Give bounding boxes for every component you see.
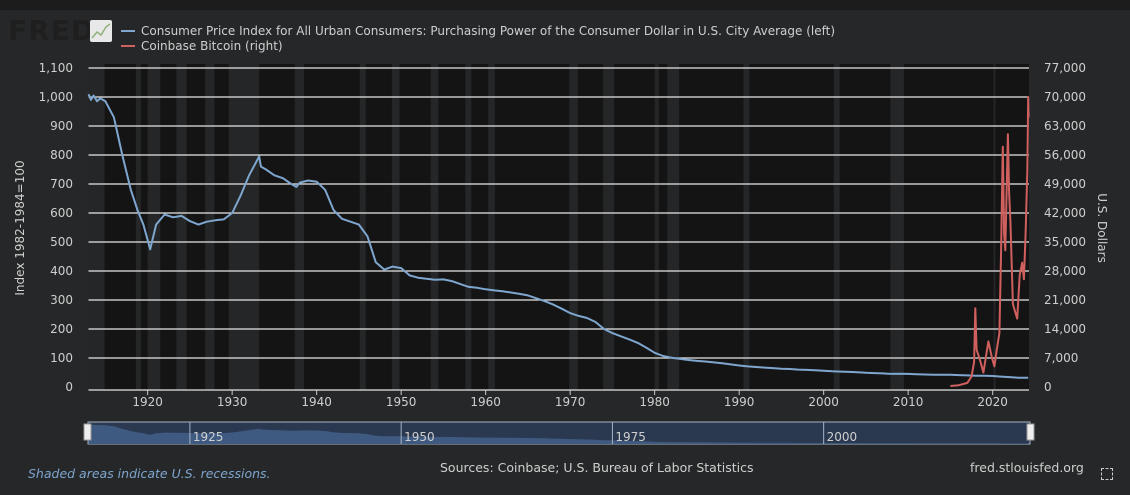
- x-tick: 1950: [386, 395, 417, 409]
- y-tick-left: 0: [65, 380, 73, 394]
- y-tick-right: 63,000: [1044, 119, 1086, 133]
- y-axis-right-label: U.S. Dollars: [1095, 193, 1109, 263]
- recession-band: [488, 64, 495, 390]
- x-tick: 2010: [893, 395, 924, 409]
- recession-band: [569, 64, 578, 390]
- y-tick-left: 900: [50, 119, 73, 133]
- recession-note: Shaded areas indicate U.S. recessions.: [28, 466, 271, 481]
- recession-band: [147, 64, 161, 390]
- x-tick: 1960: [470, 395, 501, 409]
- y-tick-left: 400: [50, 264, 73, 278]
- top-bar: [0, 0, 1130, 10]
- y-tick-left: 700: [50, 177, 73, 191]
- legend-label-cpi[interactable]: Consumer Price Index for All Urban Consu…: [141, 24, 835, 38]
- y-tick-left: 1,100: [39, 61, 73, 75]
- y-tick-left: 500: [50, 235, 73, 249]
- recession-band: [667, 64, 680, 390]
- y-tick-left: 200: [50, 322, 73, 336]
- navigator-label: 1925: [193, 430, 224, 444]
- y-tick-left: 1,000: [39, 90, 73, 104]
- navigator-right-handle[interactable]: [1026, 423, 1035, 441]
- recession-band: [176, 64, 187, 390]
- x-tick: 2000: [808, 395, 839, 409]
- y-tick-right: 49,000: [1044, 177, 1086, 191]
- recession-band: [391, 64, 400, 390]
- recession-band: [135, 64, 141, 390]
- recession-band: [205, 64, 215, 390]
- fullscreen-icon[interactable]: [1101, 468, 1113, 480]
- legend[interactable]: Consumer Price Index for All Urban Consu…: [90, 20, 835, 53]
- recession-band: [890, 64, 904, 390]
- recession-band: [359, 64, 366, 390]
- recession-band: [833, 64, 840, 390]
- chart-type-icon[interactable]: [90, 20, 112, 42]
- site-link[interactable]: fred.stlouisfed.org: [970, 460, 1084, 475]
- recession-band: [430, 64, 439, 390]
- navigator-label: 2000: [827, 430, 858, 444]
- y-tick-right: 56,000: [1044, 148, 1086, 162]
- y-tick-right: 0: [1044, 380, 1052, 394]
- recession-band: [228, 64, 260, 390]
- navigator-series-area: [88, 424, 1029, 444]
- navigator-left-handle[interactable]: [83, 423, 92, 441]
- x-tick: 1970: [555, 395, 586, 409]
- y-tick-right: 70,000: [1044, 90, 1086, 104]
- y-tick-right: 7,000: [1044, 351, 1078, 365]
- x-tick: 2020: [977, 395, 1008, 409]
- y-tick-right: 77,000: [1044, 61, 1086, 75]
- sources: Sources: Coinbase; U.S. Bureau of Labor …: [440, 460, 754, 475]
- series-line-cpi: [87, 93, 1029, 379]
- y-tick-right: 21,000: [1044, 293, 1086, 307]
- series-line-bitcoin: [950, 96, 1030, 387]
- y-tick-left: 800: [50, 148, 73, 162]
- recession-band: [654, 64, 659, 390]
- navigator[interactable]: 1925 1950 1975 2000: [83, 421, 1035, 445]
- y-tick-right: 35,000: [1044, 235, 1086, 249]
- x-tick: 1930: [217, 395, 248, 409]
- x-tick: 1990: [724, 395, 755, 409]
- navigator-label: 1950: [404, 430, 435, 444]
- recession-band: [603, 64, 615, 390]
- x-tick: 1940: [301, 395, 332, 409]
- recession-band: [88, 64, 105, 390]
- fred-logo: FRED: [8, 14, 96, 47]
- y-tick-right: 28,000: [1044, 264, 1086, 278]
- x-tick: 1920: [132, 395, 163, 409]
- recession-band: [294, 64, 304, 390]
- legend-label-bitcoin[interactable]: Coinbase Bitcoin (right): [141, 39, 283, 53]
- navigator-label: 1975: [615, 430, 646, 444]
- recession-band: [743, 64, 750, 390]
- y-tick-left: 600: [50, 206, 73, 220]
- chart-type-icon-line: [91, 23, 111, 39]
- y-tick-left: 300: [50, 293, 73, 307]
- y-tick-right: 42,000: [1044, 206, 1086, 220]
- recession-band: [993, 64, 996, 390]
- y-tick-left: 100: [50, 351, 73, 365]
- x-tick: 1980: [639, 395, 670, 409]
- recession-band: [465, 64, 472, 390]
- y-axis-left-label: Index 1982-1984=100: [13, 160, 27, 295]
- y-tick-right: 14,000: [1044, 322, 1086, 336]
